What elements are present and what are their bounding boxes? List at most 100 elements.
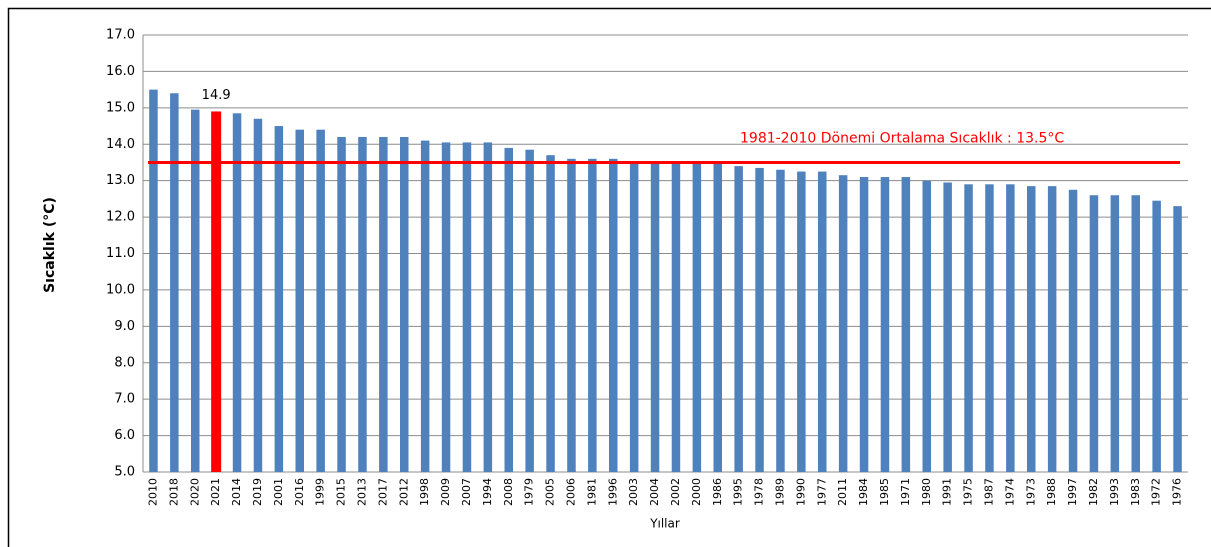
x-tick-label: 1983 bbox=[1129, 478, 1142, 506]
x-tick-label: 2016 bbox=[293, 478, 306, 506]
bar bbox=[922, 180, 931, 472]
bar bbox=[1089, 195, 1099, 472]
x-tick-label: 2001 bbox=[272, 478, 285, 506]
bar bbox=[901, 177, 911, 472]
x-tick-label: 1986 bbox=[711, 478, 724, 506]
x-tick-label: 1999 bbox=[314, 478, 327, 506]
x-tick-label: 1979 bbox=[523, 478, 536, 506]
x-tick-label: 2018 bbox=[167, 478, 180, 506]
bar bbox=[337, 136, 346, 472]
bar bbox=[629, 162, 639, 473]
bar bbox=[1006, 184, 1015, 472]
bar bbox=[859, 177, 869, 472]
y-tick-label: 12.0 bbox=[106, 210, 135, 225]
y-tick-label: 8.0 bbox=[114, 355, 135, 370]
y-tick-label: 10.0 bbox=[106, 282, 135, 297]
bar bbox=[462, 142, 472, 472]
x-tick-label: 1985 bbox=[878, 478, 891, 506]
bar bbox=[316, 129, 325, 472]
bar bbox=[253, 118, 263, 472]
x-tick-label: 1998 bbox=[418, 478, 431, 506]
bar bbox=[880, 177, 890, 472]
bar bbox=[1047, 186, 1057, 473]
bar bbox=[1173, 206, 1182, 473]
x-tick-label: 1994 bbox=[481, 478, 494, 506]
x-tick-label: 1987 bbox=[982, 478, 995, 506]
x-tick-label: 1980 bbox=[920, 478, 933, 506]
bar bbox=[274, 126, 284, 473]
bar bbox=[1131, 195, 1140, 472]
x-tick-label: 1995 bbox=[732, 478, 745, 506]
bar bbox=[1152, 200, 1161, 472]
x-tick-label: 2002 bbox=[669, 478, 682, 506]
x-tick-label: 1988 bbox=[1045, 478, 1058, 506]
bar bbox=[1068, 189, 1078, 473]
x-tick-label: 2005 bbox=[544, 478, 557, 506]
y-tick-label: 9.0 bbox=[114, 319, 135, 334]
y-axis-title: Sıcaklık (°C) bbox=[42, 197, 58, 293]
x-tick-label: 2013 bbox=[355, 478, 368, 506]
y-tick-label: 5.0 bbox=[114, 465, 135, 480]
bar bbox=[964, 184, 973, 472]
bar bbox=[358, 136, 367, 472]
bar bbox=[170, 93, 179, 473]
bar bbox=[943, 182, 952, 473]
bar bbox=[379, 136, 388, 472]
x-tick-label: 1971 bbox=[899, 478, 912, 506]
bar bbox=[525, 149, 534, 472]
x-tick-label: 1990 bbox=[794, 478, 807, 506]
frame bbox=[7, 7, 1211, 547]
bar bbox=[149, 89, 158, 472]
x-tick-label: 2012 bbox=[397, 478, 410, 506]
bar bbox=[734, 166, 743, 472]
bar bbox=[838, 175, 848, 472]
y-tick-label: 11.0 bbox=[106, 246, 135, 261]
bar bbox=[400, 136, 409, 472]
y-tick-label: 14.0 bbox=[106, 137, 135, 152]
x-tick-label: 1982 bbox=[1087, 478, 1100, 506]
x-tick-label: 1972 bbox=[1150, 478, 1163, 506]
x-tick-label: 2006 bbox=[564, 478, 577, 506]
bar bbox=[546, 155, 555, 473]
x-tick-label: 2003 bbox=[627, 478, 640, 506]
x-tick-label: 1973 bbox=[1024, 478, 1037, 506]
bar bbox=[211, 111, 222, 472]
x-tick-label: 2004 bbox=[648, 478, 661, 506]
x-tick-label: 1976 bbox=[1171, 478, 1184, 506]
bar bbox=[295, 129, 304, 472]
x-tick-label: 1975 bbox=[962, 478, 975, 506]
bar bbox=[420, 140, 430, 472]
bar bbox=[483, 142, 493, 472]
x-tick-label: 1984 bbox=[857, 478, 870, 506]
x-tick-label: 1977 bbox=[815, 478, 828, 506]
x-tick-label: 2000 bbox=[690, 478, 703, 506]
x-tick-label: 2017 bbox=[376, 478, 389, 506]
x-tick-label: 2019 bbox=[251, 478, 264, 506]
y-tick-label: 15.0 bbox=[106, 100, 135, 115]
bar bbox=[776, 169, 785, 472]
bar bbox=[609, 158, 618, 473]
x-tick-label: 1996 bbox=[606, 478, 619, 506]
bar bbox=[567, 158, 576, 473]
bar bbox=[441, 142, 451, 472]
x-tick-label: 2021 bbox=[209, 478, 222, 506]
data-label: 14.9 bbox=[202, 88, 231, 103]
x-tick-label: 1978 bbox=[753, 478, 766, 506]
x-tick-label: 2014 bbox=[230, 478, 243, 506]
y-tick-label: 17.0 bbox=[106, 28, 135, 43]
bar bbox=[692, 162, 702, 473]
x-tick-label: 1974 bbox=[1003, 478, 1016, 506]
x-tick-label: 2020 bbox=[188, 478, 201, 506]
x-tick-label: 2007 bbox=[460, 478, 473, 506]
y-tick-label: 6.0 bbox=[114, 428, 135, 443]
x-tick-label: 2015 bbox=[335, 478, 348, 506]
bar bbox=[985, 184, 994, 472]
bar bbox=[588, 158, 597, 473]
x-tick-label: 1981 bbox=[585, 478, 598, 506]
x-tick-label: 1989 bbox=[773, 478, 786, 506]
y-tick-label: 16.0 bbox=[106, 64, 135, 79]
bar bbox=[755, 167, 764, 472]
bar bbox=[818, 171, 827, 472]
bar bbox=[504, 147, 513, 472]
